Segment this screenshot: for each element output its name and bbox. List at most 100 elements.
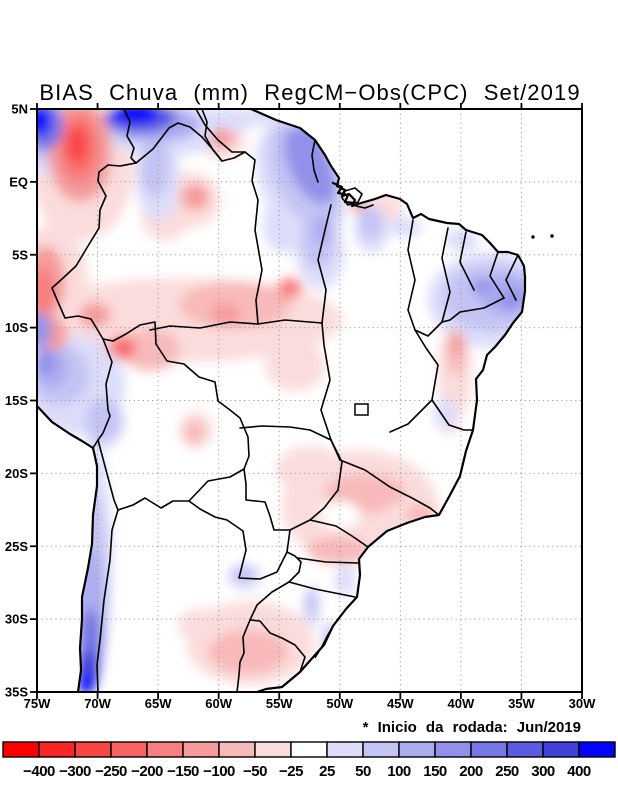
border-venezuela-guyana: [201, 108, 223, 162]
colorbar-segment: [74, 741, 112, 758]
x-axis-label: 50W: [326, 696, 353, 711]
colorbar-segment: [146, 741, 184, 758]
colorbar-segment: [362, 741, 400, 758]
state-border-amazonas-para-vertical: [244, 151, 263, 325]
colorbar-label: 400: [567, 763, 591, 780]
amazon-mouth-south-channel: [355, 204, 374, 209]
y-axis-label: 10S: [5, 320, 28, 335]
border-layer: [35, 107, 554, 694]
colorbar-label: 25: [319, 763, 335, 780]
colorbar-segment: [218, 741, 256, 758]
x-axis-label: 40W: [448, 696, 475, 711]
y-axis-label: 30S: [5, 612, 28, 627]
state-border-parana-sc: [297, 557, 359, 564]
colorbar: −400 −300 −250 −200 −150 −100 −50 −25 25 50 100 150…: [2, 741, 616, 780]
colorbar-label: 100: [387, 763, 411, 780]
bias-shading-blob: [450, 333, 464, 355]
bias-shading-blob: [500, 290, 524, 310]
state-border-goias-minas-sp: [339, 459, 440, 516]
island-dot-fernando-de-noronha: [550, 234, 554, 238]
bias-shading-blob: [348, 487, 392, 513]
bias-shading-blob: [181, 184, 209, 210]
state-border-amapa: [311, 139, 319, 183]
y-axis-label: 25S: [5, 539, 28, 554]
bias-shading-blob: [79, 673, 95, 695]
y-axis-label: 35S: [5, 685, 28, 700]
border-paraguay: [188, 468, 291, 580]
island-dot-atol-das-rocas: [531, 235, 535, 239]
top-margin: [0, 0, 618, 109]
bias-shading-blob: [35, 349, 55, 375]
bias-shading-blob: [68, 128, 86, 160]
border-argentina-brazil-uruguay-river: [236, 551, 302, 693]
colorbar-segment: [182, 741, 220, 758]
bias-shading-blob: [210, 128, 234, 148]
colorbar-label: −300: [59, 763, 91, 780]
bias-shading-blob: [210, 304, 240, 326]
colorbar-label: −200: [131, 763, 163, 780]
colorbar-label: −25: [279, 763, 303, 780]
bias-shading-blob: [231, 565, 255, 583]
bias-shading-blob: [357, 205, 383, 239]
state-border-piaui-ceara: [441, 227, 451, 323]
state-border-para-tocantins: [317, 204, 332, 324]
x-axis-label: 55W: [266, 696, 293, 711]
state-border-bahia-minas: [389, 399, 433, 433]
bias-shading-blob: [307, 536, 367, 564]
colorbar-segment: [542, 741, 580, 758]
atlantic-ocean-mask: [251, 109, 582, 692]
colorbar-segment: [38, 741, 76, 758]
colorbar-label: 300: [531, 763, 555, 780]
bias-shading-blob: [120, 329, 180, 371]
bias-shading-blob: [278, 278, 302, 298]
state-border-ceara-rn: [459, 231, 475, 291]
pacific-coastline: [35, 404, 99, 694]
bias-shading-blob: [184, 420, 204, 444]
x-axis-label: 70W: [84, 696, 111, 711]
border-bolivia-argentina-chile: [96, 468, 245, 693]
distrito-federal-outline: [354, 403, 369, 416]
colorbar-segment: [110, 741, 148, 758]
border-colombia-peru-brazil: [51, 162, 137, 340]
colorbar-segment: [2, 741, 40, 758]
bias-shading-blob: [433, 398, 457, 430]
colorbar-label: −150: [167, 763, 199, 780]
state-border-sc-rs: [288, 581, 356, 598]
state-border-sp-parana: [309, 519, 369, 548]
lagoa-dos-patos: [314, 625, 334, 659]
pacific-ocean-mask: [37, 406, 97, 692]
bias-shading-blob: [117, 343, 133, 357]
bias-shading-blob: [85, 398, 121, 442]
x-axis-label: 45W: [387, 696, 414, 711]
colorbar-segment: [398, 741, 436, 758]
bias-shading-blob: [195, 107, 255, 133]
colorbar-segment: [578, 741, 616, 758]
bias-shading-blob: [178, 609, 222, 641]
border-chile-bolivia: [97, 439, 119, 511]
bias-shading-blob: [389, 217, 421, 237]
bias-shading-blob: [79, 303, 111, 327]
bias-shading-blob: [335, 564, 355, 596]
y-axis-label: 15S: [5, 393, 28, 408]
colorbar-segment: [254, 741, 292, 758]
border-uruguay-brazil: [249, 619, 306, 673]
y-axis-label: 20S: [5, 466, 28, 481]
right-margin: [582, 109, 618, 692]
state-border-matogrosso-ms: [239, 425, 332, 441]
state-border-pernambuco-bahia: [414, 297, 505, 337]
state-border-pernambuco: [505, 254, 519, 301]
x-axis-label: 30W: [569, 696, 596, 711]
bias-shading-layer: [16, 90, 560, 695]
x-axis-label: 65W: [145, 696, 172, 711]
colorbar-label: −50: [243, 763, 267, 780]
border-guyana-roraima: [221, 151, 246, 162]
colorbar-segment: [326, 741, 364, 758]
run-start-annotation: * Inicio da rodada: Jun/2019: [363, 719, 581, 736]
x-axis-label: 35W: [508, 696, 535, 711]
colorbar-label: −400: [23, 763, 55, 780]
y-axis-label: EQ: [9, 174, 28, 189]
x-axis-label: 60W: [205, 696, 232, 711]
state-border-maranhao-piaui: [407, 219, 416, 331]
